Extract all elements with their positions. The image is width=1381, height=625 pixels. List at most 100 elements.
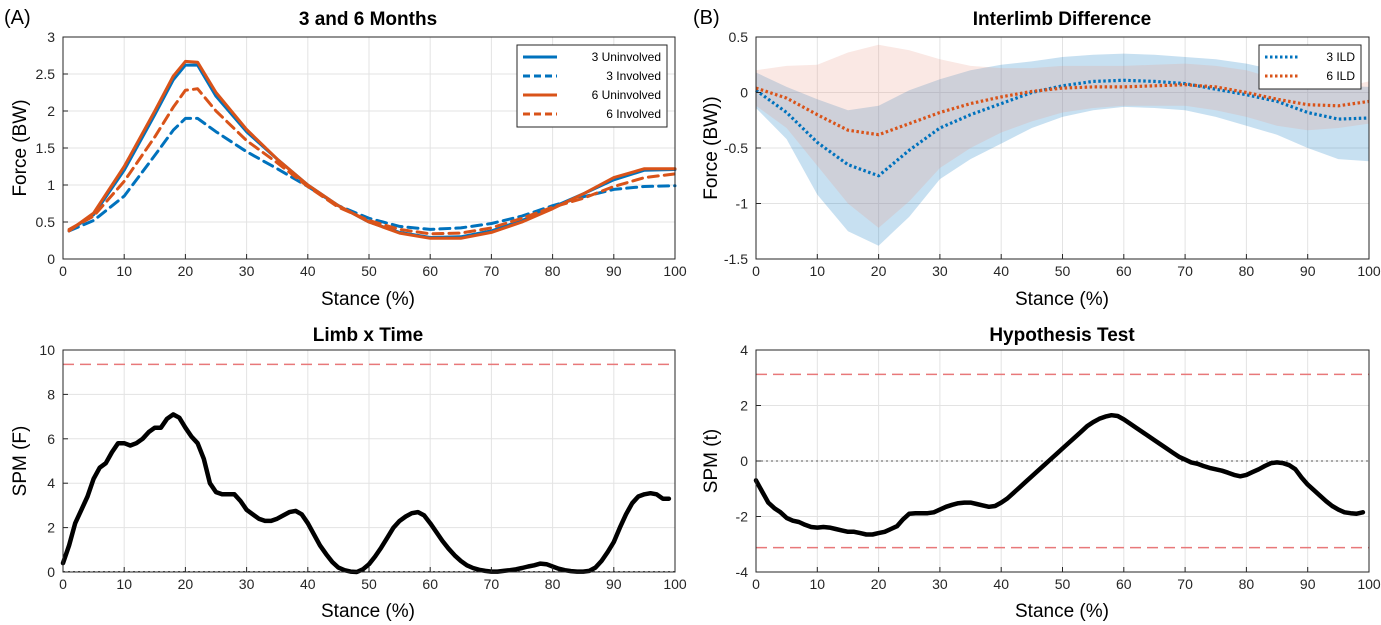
legend-box	[516, 44, 668, 128]
x-axis-label: Stance (%)	[321, 289, 415, 310]
x-tick-label: 60	[422, 263, 438, 279]
x-tick-label: 30	[932, 576, 948, 592]
y-tick-label: -0.5	[724, 140, 748, 156]
x-tick-label: 10	[810, 263, 826, 279]
y-axis-label: SPM (t)	[701, 429, 722, 493]
legend-label: 6 Involved	[606, 107, 661, 121]
x-tick-label: 30	[239, 576, 255, 592]
y-tick-label: 2	[740, 398, 748, 414]
y-tick-label: 2	[47, 103, 55, 119]
y-tick-label: -1	[736, 196, 749, 212]
legend-label: 3 ILD	[1326, 50, 1355, 64]
x-tick-label: 100	[1357, 576, 1381, 592]
x-tick-label: 70	[484, 263, 500, 279]
x-tick-label: 100	[663, 576, 687, 592]
y-tick-label: 1.5	[36, 140, 56, 156]
y-tick-label: 0	[740, 453, 748, 469]
x-tick-label: 40	[300, 263, 316, 279]
chart-title: Limb x Time	[313, 325, 424, 346]
x-axis-label: Stance (%)	[1015, 601, 1109, 622]
y-axis-label: Force (BW)	[10, 99, 31, 196]
y-tick-label: 2.5	[36, 66, 56, 82]
x-tick-label: 40	[300, 576, 316, 592]
series	[60, 412, 672, 575]
legend-label: 6 ILD	[1326, 69, 1355, 83]
y-tick-label: 3	[47, 29, 55, 45]
panel-label-b: (B)	[693, 7, 720, 29]
ticks: 0 10 20 30 40 50 60 70 80 90 100 0 2 4 6 8 10	[39, 342, 686, 592]
y-tick-label: 4	[47, 475, 55, 491]
x-tick-label: 20	[871, 576, 887, 592]
legend: 3 Uninvolved 3 Involved 6 Uninvolved 6 Invo…	[516, 44, 668, 128]
x-tick-label: 70	[1177, 576, 1193, 592]
x-tick-label: 80	[1239, 576, 1255, 592]
x-tick-label: 50	[361, 263, 377, 279]
x-tick-label: 60	[1116, 263, 1132, 279]
legend-label: 3 Involved	[606, 69, 661, 83]
confidence-band-2	[756, 44, 1369, 228]
chart-title: Interlimb Difference	[973, 9, 1151, 30]
y-tick-label: 0	[47, 251, 55, 267]
panel-label-a: (A)	[4, 7, 31, 29]
confidence-band-1	[756, 53, 1369, 246]
ticks: 0 10 20 30 40 50 60 70 80 90 100 -1.5 -1 -0.5 0 0.5	[724, 29, 1381, 279]
x-tick-label: 60	[422, 576, 438, 592]
x-tick-label: 30	[932, 263, 948, 279]
legend-box	[1258, 44, 1362, 90]
chart-3-and-6-months: 3 and 6 Months Stance (%) Force (BW) 0 10…	[10, 9, 687, 310]
series	[755, 78, 1370, 178]
x-tick-label: 40	[993, 263, 1009, 279]
y-tick-label: 4	[740, 342, 748, 358]
y-tick-label: 2	[47, 520, 55, 536]
chart-title: Hypothesis Test	[989, 325, 1135, 346]
bands	[756, 44, 1369, 246]
series-line-6-ild	[755, 83, 1370, 137]
x-tick-label: 20	[178, 576, 194, 592]
x-tick-label: 30	[239, 263, 255, 279]
y-tick-label: 8	[47, 386, 55, 402]
x-tick-label: 70	[484, 576, 500, 592]
x-tick-label: 80	[1239, 263, 1255, 279]
x-tick-label: 10	[116, 576, 132, 592]
x-tick-label: 50	[361, 576, 377, 592]
x-tick-label: 90	[606, 263, 622, 279]
ticks: 0 10 20 30 40 50 60 70 80 90 100 0 0.5 1 1.5 2 2.5 3	[36, 29, 687, 279]
x-tick-label: 10	[116, 263, 132, 279]
x-tick-label: 90	[1300, 576, 1316, 592]
y-tick-label: 0.5	[729, 29, 749, 45]
series-line-6-involved	[67, 87, 677, 236]
x-tick-label: 40	[993, 576, 1009, 592]
y-tick-label: 0	[740, 85, 748, 101]
legend: 3 ILD 6 ILD	[1258, 44, 1362, 90]
x-tick-label: 0	[752, 576, 760, 592]
x-tick-label: 10	[810, 576, 826, 592]
y-tick-label: 1	[47, 177, 55, 193]
series	[753, 412, 1366, 537]
chart-limb-x-time: Limb x Time Stance (%) SPM (F) 0 10 20 30 40…	[10, 325, 687, 622]
y-axis-label: Force (BW))	[701, 96, 722, 199]
x-tick-label: 90	[1300, 263, 1316, 279]
x-tick-label: 50	[1055, 263, 1071, 279]
x-tick-label: 20	[871, 263, 887, 279]
x-tick-label: 60	[1116, 576, 1132, 592]
series-line-3-involved	[67, 116, 677, 233]
y-axis-label: SPM (F)	[10, 426, 31, 497]
x-tick-label: 80	[545, 576, 561, 592]
chart-title: 3 and 6 Months	[299, 9, 437, 30]
chart-interlimb-difference: Interlimb Difference Stance (%) Force (B…	[701, 9, 1381, 310]
x-tick-label: 90	[606, 576, 622, 592]
grid	[62, 349, 676, 573]
x-tick-label: 80	[545, 263, 561, 279]
series-line-spm	[753, 412, 1366, 537]
x-tick-label: 50	[1055, 576, 1071, 592]
x-tick-label: 20	[178, 263, 194, 279]
x-axis-label: Stance (%)	[321, 601, 415, 622]
x-tick-label: 0	[59, 263, 67, 279]
series-line-spm	[60, 412, 672, 575]
x-tick-label: 100	[663, 263, 687, 279]
y-tick-label: -4	[736, 564, 749, 580]
y-tick-label: 10	[39, 342, 55, 358]
y-tick-label: -2	[736, 509, 749, 525]
series-line-3-ild	[755, 78, 1370, 178]
